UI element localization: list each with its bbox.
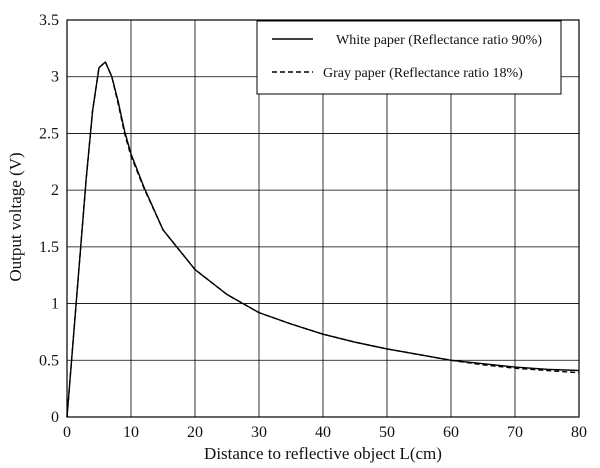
y-tick-label-1: 0.5 [39, 352, 59, 369]
plot-frame [66, 19, 580, 418]
y-tick-label-2: 1 [51, 296, 59, 313]
y-tick-label-0: 0 [51, 409, 59, 426]
series-lines [66, 61, 580, 418]
x-tick-label-0: 0 [63, 424, 71, 441]
y-tick-label-7: 3.5 [39, 12, 59, 29]
x-axis-title: Distance to reflective object L(cm) [204, 444, 442, 463]
x-tick-label-5: 50 [379, 424, 395, 441]
legend-label-white: White paper (Reflectance ratio 90%) [336, 33, 542, 48]
x-tick-label-7: 70 [507, 424, 523, 441]
legend-label-gray: Gray paper (Reflectance ratio 18%) [323, 66, 523, 81]
x-tick-label-3: 30 [251, 424, 267, 441]
x-tick-label-2: 20 [187, 424, 203, 441]
legend-box [256, 20, 562, 95]
y-tick-label-6: 3 [51, 69, 59, 86]
x-tick-label-8: 80 [571, 424, 587, 441]
y-axis-title: Output voltage (V) [6, 152, 25, 281]
y-tick-label-4: 2 [51, 182, 59, 199]
x-tick-label-4: 40 [315, 424, 331, 441]
y-tick-label-5: 2.5 [39, 125, 59, 142]
series-line-gray-paper [66, 61, 580, 418]
x-tick-label-1: 10 [123, 424, 139, 441]
y-tick-label-3: 1.5 [39, 239, 59, 256]
x-tick-label-6: 60 [443, 424, 459, 441]
legend: White paper (Reflectance ratio 90%) Gray… [256, 20, 562, 95]
tick-labels: 0 10 20 30 40 50 60 70 80 0 0.5 1 1.5 2 2.5 3 3.5 [39, 12, 587, 441]
